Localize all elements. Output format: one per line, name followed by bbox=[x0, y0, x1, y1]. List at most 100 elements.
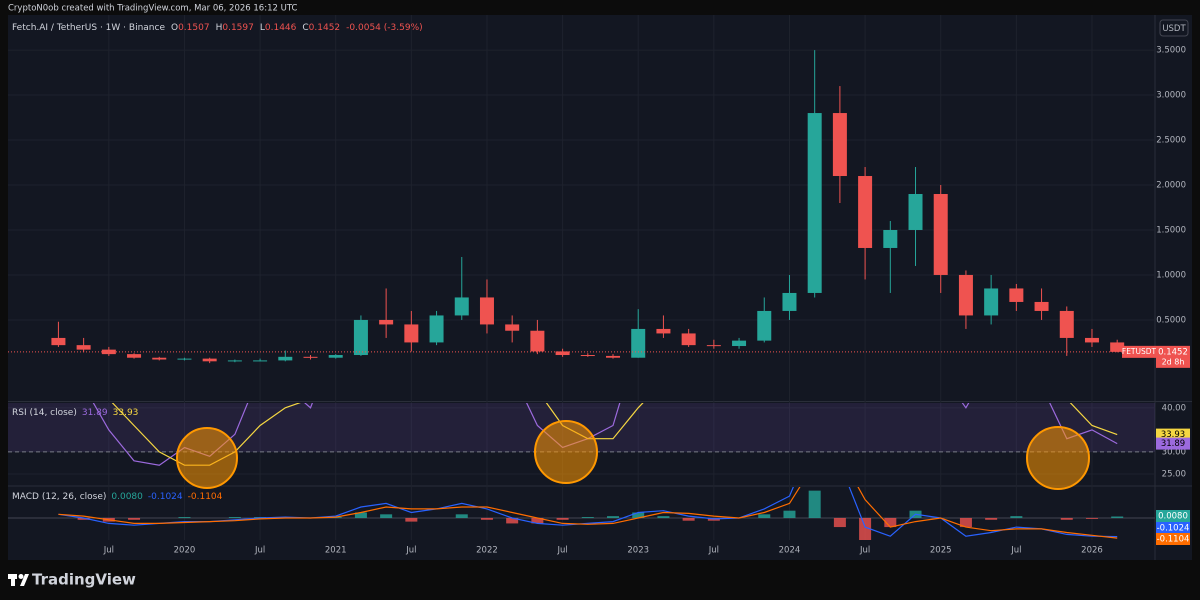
histogram-bar bbox=[128, 517, 141, 520]
y-tick-label: 2.5000 bbox=[1156, 136, 1186, 146]
histogram-bar bbox=[1060, 517, 1073, 520]
candle-body bbox=[76, 345, 91, 350]
legend-value: 0.1452 bbox=[309, 23, 341, 33]
histogram-bar bbox=[657, 516, 670, 518]
candle-body bbox=[278, 356, 293, 361]
candle-body bbox=[732, 340, 747, 347]
candle-body bbox=[1009, 288, 1024, 302]
candle-body bbox=[379, 319, 394, 325]
pane bbox=[51, 50, 1125, 364]
histogram-bar bbox=[506, 517, 519, 524]
candle-body bbox=[656, 328, 671, 334]
candle-body bbox=[933, 194, 948, 275]
last-price-box bbox=[1156, 345, 1190, 368]
countdown: 2d 8h bbox=[1162, 357, 1185, 366]
candle-body bbox=[908, 194, 923, 230]
currency-badge[interactable] bbox=[1159, 19, 1189, 37]
histogram-bar bbox=[405, 517, 418, 522]
macd-last: -0.1104 bbox=[1157, 535, 1190, 545]
legend-value: 0.1507 bbox=[178, 23, 210, 33]
candle-body bbox=[958, 274, 973, 316]
candle-body bbox=[706, 345, 721, 347]
candle-body bbox=[253, 360, 268, 362]
candle-body bbox=[606, 355, 621, 358]
currency: USDT bbox=[1162, 24, 1186, 34]
histogram-bar bbox=[1010, 516, 1023, 518]
y-tick-label: 3.0000 bbox=[1156, 91, 1186, 101]
candle-body bbox=[984, 288, 999, 316]
header: CryptoN0ob created with TradingView.com,… bbox=[8, 4, 298, 14]
symbol-tag-box bbox=[1122, 345, 1156, 358]
histogram-bar bbox=[178, 517, 191, 518]
histogram-bar bbox=[228, 517, 241, 518]
legend-key: O bbox=[171, 23, 178, 33]
macd-last: -0.1024 bbox=[1157, 524, 1190, 534]
legend-value: 0.1597 bbox=[222, 23, 254, 33]
x-tick-label: Jul bbox=[103, 546, 114, 556]
rsi-last: 31.89 bbox=[1161, 439, 1185, 449]
legend-key: L bbox=[260, 23, 265, 33]
x-tick-label: 2022 bbox=[476, 546, 498, 556]
candle-body bbox=[580, 355, 595, 357]
candle-body bbox=[454, 297, 469, 316]
histogram-bar bbox=[556, 517, 569, 520]
brand-logo bbox=[8, 574, 29, 586]
candle-body bbox=[1084, 337, 1099, 343]
y-tick-label: 2.0000 bbox=[1156, 181, 1186, 191]
candle-body bbox=[479, 297, 494, 325]
legend-change: -0.0054 (-3.59%) bbox=[346, 23, 422, 33]
candle-body bbox=[555, 351, 570, 356]
macd-legend-value: 0.0080 bbox=[111, 492, 143, 502]
macd-line bbox=[58, 487, 1118, 539]
candle-body bbox=[858, 176, 873, 248]
rsi-last-box bbox=[1156, 437, 1190, 450]
histogram-bar bbox=[354, 512, 367, 518]
y-tick-label: 25.00 bbox=[1162, 469, 1186, 479]
pane bbox=[8, 487, 1155, 540]
candle-body bbox=[404, 324, 419, 343]
macd-last: 0.0080 bbox=[1158, 512, 1188, 522]
macd-title: MACD (12, 26, close) bbox=[12, 492, 106, 502]
y-tick-label: 0.5000 bbox=[1156, 315, 1186, 325]
candle-body bbox=[530, 330, 545, 352]
macd-last-box bbox=[1156, 533, 1190, 545]
candle-body bbox=[152, 357, 167, 360]
candle-body bbox=[1110, 342, 1125, 352]
histogram-bar bbox=[1111, 516, 1124, 518]
candle-body bbox=[505, 324, 520, 331]
highlight-circle bbox=[176, 427, 238, 489]
candle-body bbox=[883, 229, 898, 248]
x-tick-label: 2024 bbox=[779, 546, 801, 556]
legend: Fetch.AI / TetherUS · 1W · Binance O0.150… bbox=[12, 23, 423, 33]
brand: TradingView bbox=[32, 571, 136, 589]
histogram-bar bbox=[607, 516, 620, 518]
legend-value: 0.1446 bbox=[265, 23, 297, 33]
histogram-bar bbox=[480, 517, 493, 520]
candle-body bbox=[303, 356, 318, 358]
histogram-bar bbox=[884, 517, 897, 528]
candle-body bbox=[807, 113, 822, 293]
macd-last-box bbox=[1156, 522, 1190, 534]
candle-body bbox=[101, 349, 116, 355]
y-tick-label: 1.5000 bbox=[1156, 225, 1186, 235]
y-tick-label: 40.00 bbox=[1162, 403, 1186, 413]
macd-legend-value: -0.1104 bbox=[188, 492, 223, 502]
candle-body bbox=[429, 315, 444, 343]
x-tick-label: Jul bbox=[254, 546, 265, 556]
symbol-tag: FETUSDT bbox=[1122, 347, 1157, 356]
candle-body bbox=[832, 113, 847, 177]
x-tick-label: 2023 bbox=[627, 546, 649, 556]
candle-body bbox=[177, 358, 192, 360]
legend-key: H bbox=[216, 23, 223, 33]
candle-body bbox=[202, 358, 217, 362]
macd-legend: MACD (12, 26, close) 0.0080 -0.1024 -0.1104 bbox=[12, 492, 223, 502]
candle-body bbox=[227, 360, 242, 362]
rsi-legend-value: 33.93 bbox=[113, 408, 139, 418]
histogram-bar bbox=[808, 490, 821, 518]
x-tick-label: Jul bbox=[708, 546, 719, 556]
x-tick-label: 2021 bbox=[325, 546, 347, 556]
highlight-circle bbox=[534, 420, 598, 484]
histogram-bar bbox=[859, 517, 872, 540]
histogram-bar bbox=[783, 510, 796, 518]
